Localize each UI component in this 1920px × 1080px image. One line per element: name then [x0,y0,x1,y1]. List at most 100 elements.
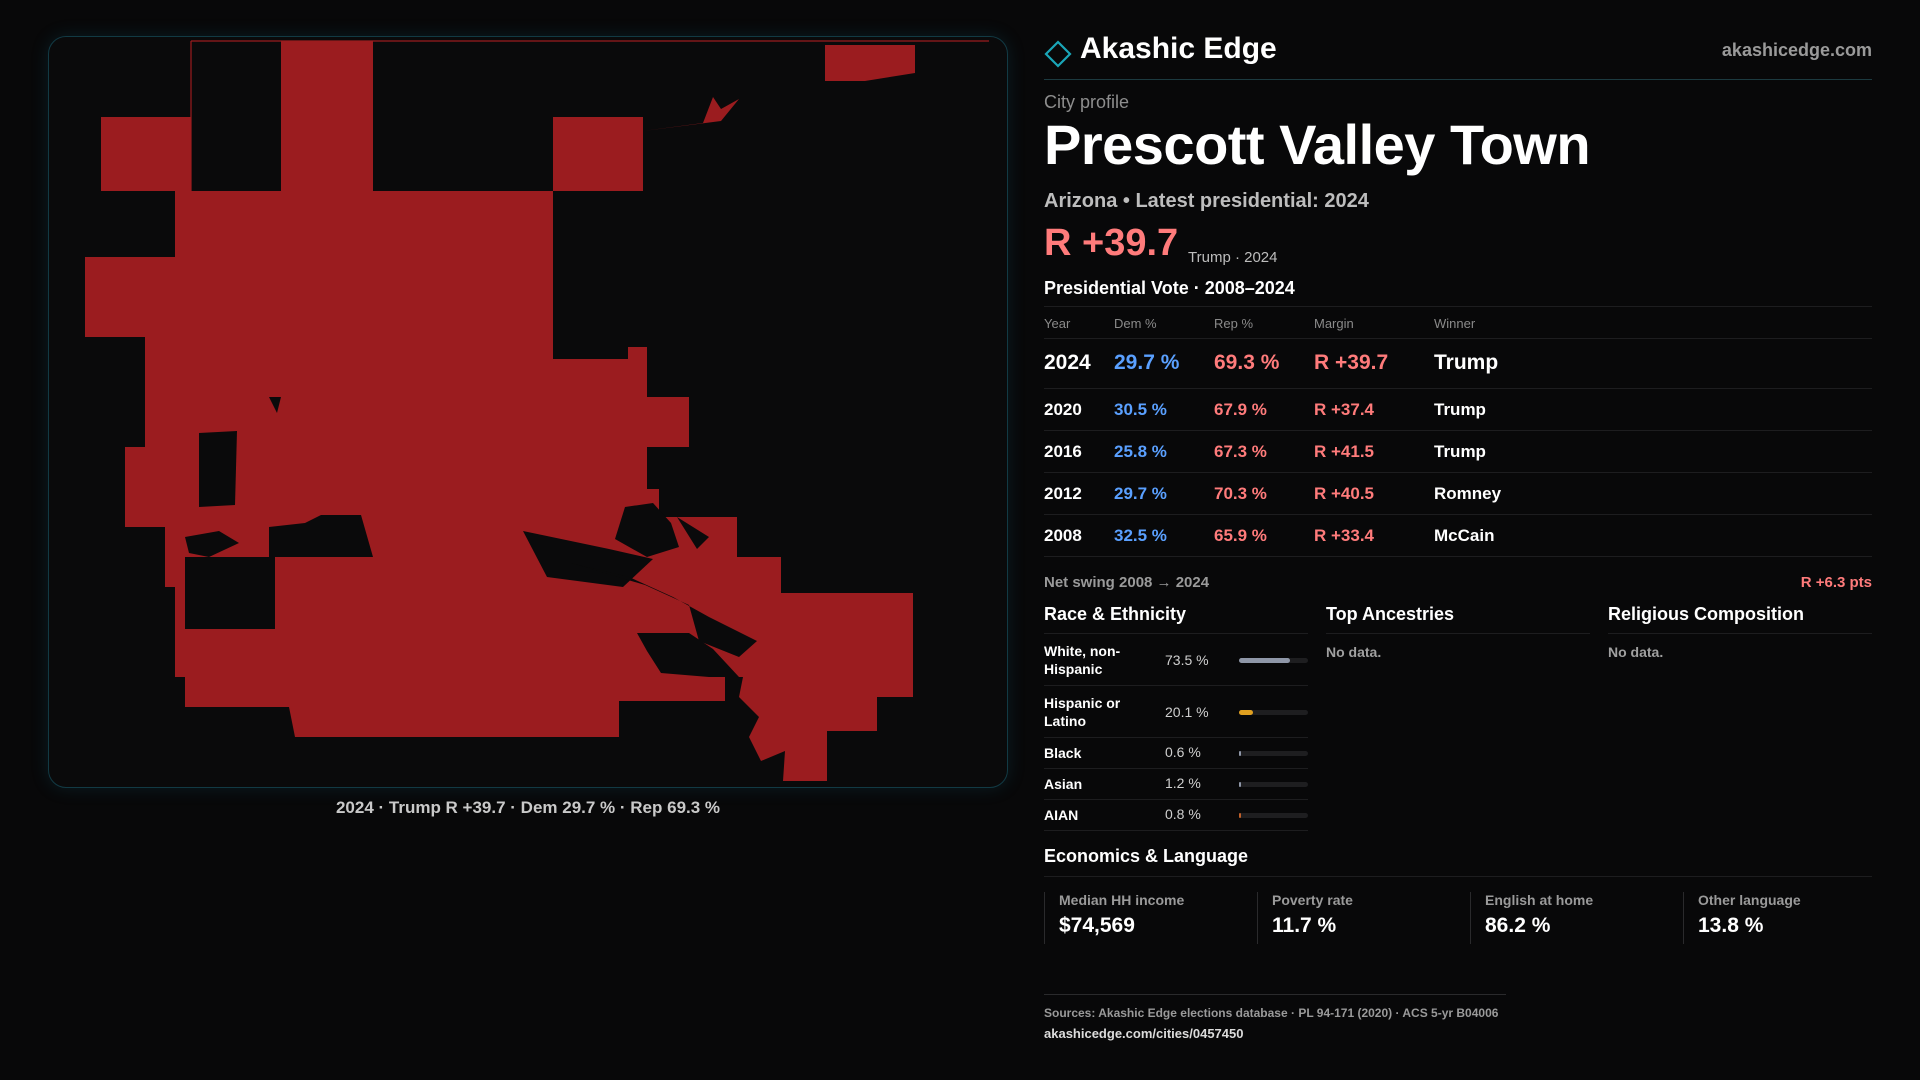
headline-margin-note: Trump · 2024 [1188,249,1278,266]
net-swing-label: Net swing 2008 → 2024 [1044,574,1210,591]
religion-section: Religious Composition No data. [1608,604,1872,660]
map-hole-4 [185,531,239,557]
profile-panel: Akashic Edge akashicedge.com City profil… [1044,0,1872,1080]
map-spur [643,97,739,131]
econ-other-language: Other language 13.8 % [1683,892,1883,944]
vote-dem: 25.8 % [1114,442,1167,461]
race-bar [1239,813,1241,818]
vote-margin: R +41.5 [1314,442,1375,461]
vote-winner: Trump [1434,351,1499,374]
econ-value: $74,569 [1059,914,1135,937]
econ-label: Median HH income [1059,892,1185,908]
econ-poverty-rate: Poverty rate 11.7 % [1257,892,1457,944]
map-hole-8 [637,633,739,677]
race-row-hispanic: Hispanic or Latino 20.1 % [1044,686,1308,738]
map-hole-3 [269,515,373,557]
race-bar-track [1239,813,1308,818]
vote-table: Year Dem % Rep % Margin Winner 2024 29.7… [1044,306,1872,566]
vote-rep: 70.3 % [1214,484,1267,503]
religion-section-title: Religious Composition [1608,604,1872,634]
ancestries-section: Top Ancestries No data. [1326,604,1590,660]
vote-margin: R +39.7 [1314,351,1389,374]
vote-dem: 30.5 % [1114,400,1167,419]
vote-table-header: Year Dem % Rep % Margin Winner [1044,306,1872,338]
map-caption: 2024 · Trump R +39.7 · Dem 29.7 % · Rep … [335,798,721,817]
city-map[interactable] [48,36,1008,788]
vote-section-title: Presidential Vote · 2008–2024 [1044,278,1295,298]
map-hole-9 [269,397,281,413]
vote-margin: R +40.5 [1314,484,1375,503]
vote-winner: Romney [1434,484,1502,503]
vote-year: 2012 [1044,484,1082,503]
vote-rep: 67.3 % [1214,442,1267,461]
race-row-black: Black 0.6 % [1044,738,1308,769]
map-tract-nw [101,117,191,191]
page-subtitle: Arizona • Latest presidential: 2024 [1044,190,1369,212]
econ-label: English at home [1485,892,1594,908]
map-tract-ne [553,117,643,191]
vote-row-2024: 2024 29.7 % 69.3 % R +39.7 Trump [1044,338,1872,388]
vote-rep: 65.9 % [1214,526,1267,545]
sources-text: Sources: Akashic Edge elections database… [1044,1006,1499,1020]
race-label: Black [1044,745,1082,761]
page-title: Prescott Valley Town [1044,113,1591,176]
econ-english-home: English at home 86.2 % [1470,892,1670,944]
vote-margin: R +37.4 [1314,400,1375,419]
vote-row-2020: 2020 30.5 % 67.9 % R +37.4 Trump [1044,388,1872,430]
header-year: Year [1044,316,1071,331]
race-label: Hispanic or Latino [1044,695,1121,729]
sources-url[interactable]: akashicedge.com/cities/0457450 [1044,1026,1244,1041]
race-bar [1239,658,1290,663]
econ-label: Poverty rate [1272,892,1353,908]
header-dem: Dem % [1114,316,1157,331]
vote-winner: Trump [1434,442,1486,461]
race-row-asian: Asian 1.2 % [1044,769,1308,800]
race-value: 73.5 % [1165,652,1209,668]
map-hole-2 [199,431,237,507]
brand-url[interactable]: akashicedge.com [1721,40,1872,60]
header-winner: Winner [1434,316,1476,331]
econ-label: Other language [1698,892,1801,908]
race-row-white: White, non-Hispanic 73.5 % [1044,634,1308,686]
race-value: 1.2 % [1165,775,1201,791]
econ-value: 86.2 % [1485,914,1551,937]
net-swing-value: R +6.3 pts [1800,574,1872,591]
headline-margin: R +39.7 [1044,222,1179,264]
sources-rule [1044,994,1506,995]
economics-rule [1044,876,1872,877]
vote-row-2008: 2008 32.5 % 65.9 % R +33.4 McCain [1044,514,1872,556]
map-hole-6 [523,531,653,587]
map-hole-1 [185,557,275,629]
race-bar-track [1239,710,1308,715]
vote-year: 2008 [1044,526,1082,545]
vote-dem: 29.7 % [1114,484,1167,503]
vote-row-2016: 2016 25.8 % 67.3 % R +41.5 Trump [1044,430,1872,472]
vote-winner: McCain [1434,526,1495,545]
race-row-aian: AIAN 0.8 % [1044,800,1308,831]
page-kicker: City profile [1044,92,1130,112]
race-bar [1239,710,1253,715]
race-bar-track [1239,658,1308,663]
race-label: AIAN [1044,807,1079,823]
vote-dem: 29.7 % [1114,351,1180,374]
race-section-title: Race & Ethnicity [1044,604,1308,634]
map-hole-10 [677,517,709,549]
map-hole-7 [571,563,757,657]
race-bar [1239,751,1241,756]
vote-row-2012: 2012 29.7 % 70.3 % R +40.5 Romney [1044,472,1872,514]
race-label: Asian [1044,776,1083,792]
map-tract-corner [825,45,915,81]
vote-winner: Trump [1434,400,1486,419]
race-value: 0.8 % [1165,806,1201,822]
econ-value: 13.8 % [1698,914,1764,937]
economics-section-title: Economics & Language [1044,846,1249,866]
vote-rep: 67.9 % [1214,400,1267,419]
vote-table-footer-rule [1044,556,1872,566]
header-margin: Margin [1314,316,1354,331]
ancestries-section-title: Top Ancestries [1326,604,1590,634]
race-bar-track [1239,751,1308,756]
city-boundary-map [85,40,989,781]
race-bar-track [1239,782,1308,787]
diamond-icon [1044,40,1072,68]
religion-empty: No data. [1608,644,1664,660]
